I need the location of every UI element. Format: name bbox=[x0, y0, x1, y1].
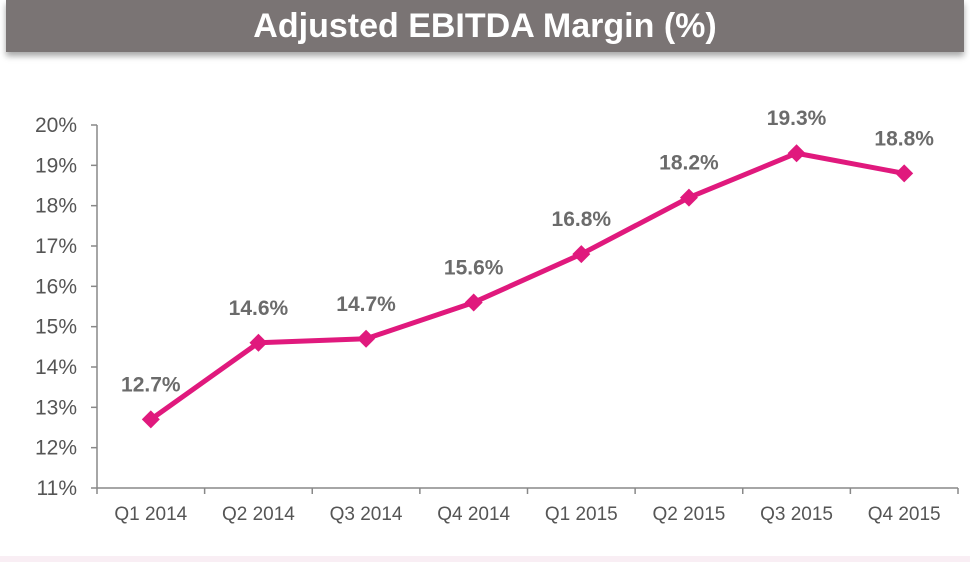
data-label: 14.7% bbox=[336, 293, 396, 316]
data-point-marker bbox=[572, 245, 591, 264]
y-tick-label: 16% bbox=[35, 275, 77, 298]
data-label: 18.8% bbox=[874, 127, 934, 150]
data-label: 12.7% bbox=[121, 373, 181, 396]
y-tick-label: 12% bbox=[35, 437, 77, 460]
data-label: 15.6% bbox=[444, 256, 504, 279]
y-tick-label: 18% bbox=[35, 195, 77, 218]
y-tick-label: 17% bbox=[35, 235, 77, 258]
data-point-marker bbox=[464, 293, 483, 312]
x-tick-label: Q1 2014 bbox=[114, 504, 187, 525]
y-tick-label: 11% bbox=[37, 477, 77, 500]
x-tick-label: Q2 2015 bbox=[652, 504, 725, 525]
data-point-marker bbox=[787, 144, 806, 163]
y-tick-label: 14% bbox=[35, 356, 77, 379]
data-point-marker bbox=[357, 329, 376, 348]
x-tick-label: Q3 2014 bbox=[330, 504, 403, 525]
y-tick-label: 13% bbox=[35, 396, 77, 419]
data-label: 14.6% bbox=[229, 297, 289, 320]
y-tick-label: 19% bbox=[35, 154, 77, 177]
data-point-marker bbox=[141, 410, 160, 429]
data-point-marker bbox=[679, 188, 698, 207]
chart-title: Adjusted EBITDA Margin (%) bbox=[253, 6, 717, 45]
data-label: 19.3% bbox=[767, 107, 827, 130]
x-tick-label: Q1 2015 bbox=[545, 504, 618, 525]
y-tick-label: 15% bbox=[35, 316, 77, 339]
y-tick-label: 20% bbox=[35, 114, 77, 137]
data-label: 16.8% bbox=[552, 208, 612, 231]
x-tick-label: Q3 2015 bbox=[760, 504, 833, 525]
data-label: 18.2% bbox=[659, 152, 719, 175]
title-bar: Adjusted EBITDA Margin (%) bbox=[6, 0, 964, 52]
data-point-marker bbox=[895, 164, 914, 183]
data-point-marker bbox=[249, 333, 268, 352]
bottom-strip bbox=[0, 556, 970, 562]
x-tick-label: Q4 2015 bbox=[868, 504, 941, 525]
series-line bbox=[149, 150, 905, 422]
x-tick-label: Q2 2014 bbox=[222, 504, 295, 525]
x-tick-label: Q4 2014 bbox=[437, 504, 510, 525]
